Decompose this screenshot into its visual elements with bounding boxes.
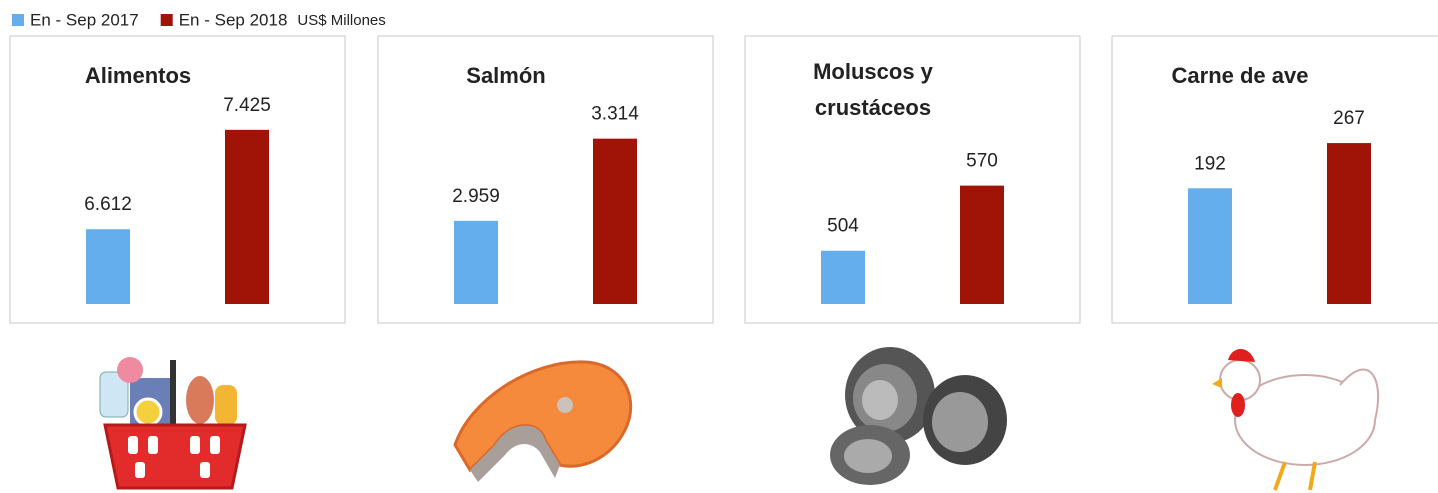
legend-swatch [12,14,24,26]
value-label: 504 [827,216,859,237]
value-label: 2.959 [452,186,500,207]
chart-title: Alimentos [85,63,191,88]
bar [225,129,269,304]
chart-title: Moluscos y [813,59,934,84]
value-label: 7.425 [223,95,271,116]
legend-label: En - Sep 2018 [179,10,288,29]
chart-title: Carne de ave [1172,63,1309,88]
chart-title: crustáceos [815,95,931,120]
value-label: 570 [966,151,998,172]
value-label: 6.612 [84,194,132,215]
value-label: 3.314 [591,104,639,125]
mussels-icon [830,347,1007,485]
salmon-icon [453,360,633,482]
bar [86,229,130,304]
bar [1327,143,1371,304]
bar [1188,188,1232,304]
bar [593,138,637,304]
bar [960,185,1004,304]
chicken-icon [1212,348,1380,491]
panel [9,35,346,324]
panel [1111,35,1438,324]
basket-icon [99,357,247,490]
panel [744,35,1081,324]
value-label: 267 [1333,108,1365,129]
bar [821,250,865,304]
legend-swatch [160,14,173,26]
unit-label: US$ Millones [297,12,385,29]
chart-title: Salmón [466,63,545,88]
legend-label: En - Sep 2017 [30,10,139,29]
value-label: 192 [1194,153,1226,174]
panel [377,35,714,324]
bar [454,220,498,304]
